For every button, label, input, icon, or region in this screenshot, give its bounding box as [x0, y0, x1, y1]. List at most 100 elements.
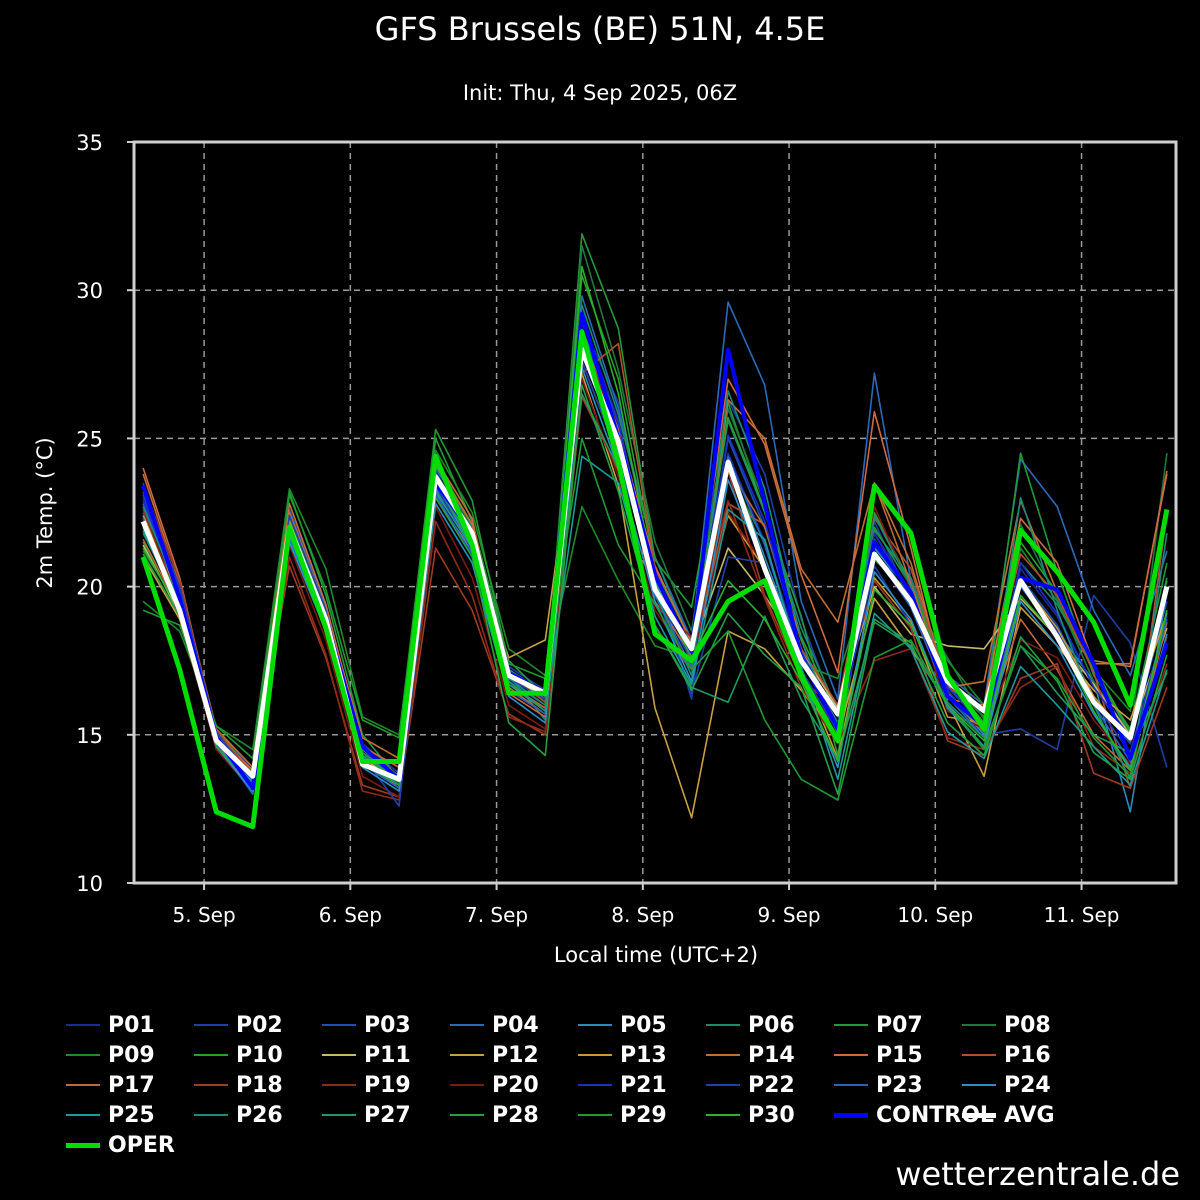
legend-swatch	[450, 1114, 484, 1116]
legend-swatch	[450, 1084, 484, 1086]
legend-item-p18: P18	[194, 1070, 283, 1100]
temperature-chart: GFS Brussels (BE) 51N, 4.5E Init: Thu, 4…	[33, 10, 1178, 967]
y-tick-label: 30	[76, 279, 103, 303]
legend-item-p27: P27	[322, 1100, 411, 1130]
y-tick-label: 10	[76, 872, 103, 896]
legend-swatch	[706, 1084, 740, 1086]
legend-label: P10	[236, 1042, 283, 1068]
legend-label: P27	[364, 1102, 411, 1128]
legend-item-p29: P29	[578, 1100, 667, 1130]
legend-swatch	[578, 1114, 612, 1116]
legend-swatch	[962, 1024, 996, 1026]
legend-item-p11: P11	[322, 1040, 411, 1070]
y-axis-label: 2m Temp. (°C)	[33, 437, 57, 588]
legend-item-p08: P08	[962, 1010, 1051, 1040]
legend-swatch	[194, 1114, 228, 1116]
legend-swatch	[66, 1054, 100, 1056]
legend-label: P25	[108, 1102, 155, 1128]
legend-item-p21: P21	[578, 1070, 667, 1100]
legend-label: P24	[1004, 1072, 1051, 1098]
legend-label: P04	[492, 1012, 539, 1038]
legend-item-p07: P07	[834, 1010, 923, 1040]
legend-label: P09	[108, 1042, 155, 1068]
legend-swatch	[834, 1112, 868, 1118]
x-tick-label: 6. Sep	[319, 903, 382, 927]
legend-label: P16	[1004, 1042, 1051, 1068]
legend-label: P07	[876, 1012, 923, 1038]
legend-item-p19: P19	[322, 1070, 411, 1100]
legend-swatch	[322, 1054, 356, 1056]
legend-item-oper: OPER	[66, 1130, 175, 1160]
legend-swatch	[450, 1024, 484, 1026]
y-tick-label: 15	[76, 724, 103, 748]
legend-swatch	[706, 1114, 740, 1116]
legend-swatch	[194, 1024, 228, 1026]
plot-frame	[132, 140, 1178, 885]
legend-label: P13	[620, 1042, 667, 1068]
legend-item-p17: P17	[66, 1070, 155, 1100]
chart-subtitle: Init: Thu, 4 Sep 2025, 06Z	[463, 81, 737, 105]
x-axis-label: Local time (UTC+2)	[554, 943, 758, 967]
legend-item-p06: P06	[706, 1010, 795, 1040]
legend-label: P21	[620, 1072, 667, 1098]
legend-swatch	[706, 1054, 740, 1056]
legend-item-p13: P13	[578, 1040, 667, 1070]
legend-swatch	[66, 1024, 100, 1026]
x-tick-label: 8. Sep	[611, 903, 674, 927]
legend-label: P30	[748, 1102, 795, 1128]
legend-label: P03	[364, 1012, 411, 1038]
legend-swatch	[962, 1084, 996, 1086]
chart-title: GFS Brussels (BE) 51N, 4.5E	[375, 10, 826, 48]
y-tick-label: 35	[76, 131, 103, 155]
legend-item-p14: P14	[706, 1040, 795, 1070]
legend-item-p25: P25	[66, 1100, 155, 1130]
legend-swatch	[322, 1084, 356, 1086]
series-line-p07	[142, 233, 1168, 781]
legend-swatch	[834, 1084, 868, 1086]
legend-label: P17	[108, 1072, 155, 1098]
legend-label: P19	[364, 1072, 411, 1098]
legend-swatch	[66, 1114, 100, 1116]
legend-swatch	[578, 1084, 612, 1086]
legend-item-p22: P22	[706, 1070, 795, 1100]
y-tick-label: 20	[76, 576, 103, 600]
legend-label: AVG	[1004, 1102, 1055, 1128]
legend-label: P02	[236, 1012, 283, 1038]
legend-swatch	[450, 1054, 484, 1056]
x-tick-label: 11. Sep	[1044, 903, 1120, 927]
legend-item-p15: P15	[834, 1040, 923, 1070]
legend-swatch	[194, 1084, 228, 1086]
legend-swatch	[962, 1112, 996, 1118]
legend-label: OPER	[108, 1132, 175, 1158]
legend-item-p09: P09	[66, 1040, 155, 1070]
legend-label: P15	[876, 1042, 923, 1068]
x-axis-ticks: 5. Sep 6. Sep 7. Sep 8. Sep 9. Sep 10. Sep 11.…	[173, 883, 1120, 927]
legend-swatch	[66, 1084, 100, 1086]
legend-label: P06	[748, 1012, 795, 1038]
legend-label: P29	[620, 1102, 667, 1128]
legend-item-p01: P01	[66, 1010, 155, 1040]
legend-label: P08	[1004, 1012, 1051, 1038]
x-tick-label: 10. Sep	[897, 903, 973, 927]
legend-item-p02: P02	[194, 1010, 283, 1040]
legend-swatch	[322, 1114, 356, 1116]
legend-label: P18	[236, 1072, 283, 1098]
legend-item-p30: P30	[706, 1100, 795, 1130]
legend-label: P14	[748, 1042, 795, 1068]
legend-label: P22	[748, 1072, 795, 1098]
legend-item-p12: P12	[450, 1040, 539, 1070]
y-tick-label: 25	[76, 427, 103, 451]
legend-swatch	[578, 1024, 612, 1026]
legend-label: P01	[108, 1012, 155, 1038]
x-tick-label: 9. Sep	[757, 903, 820, 927]
legend-label: P28	[492, 1102, 539, 1128]
x-tick-label: 7. Sep	[465, 903, 528, 927]
legend-swatch	[66, 1142, 100, 1148]
legend-swatch	[706, 1024, 740, 1026]
legend-item-p05: P05	[578, 1010, 667, 1040]
series-lines	[140, 233, 1170, 830]
y-axis-ticks: 10 15 20 25 30 35	[76, 131, 134, 896]
legend-item-p28: P28	[450, 1100, 539, 1130]
legend-item-p20: P20	[450, 1070, 539, 1100]
legend-label: P05	[620, 1012, 667, 1038]
